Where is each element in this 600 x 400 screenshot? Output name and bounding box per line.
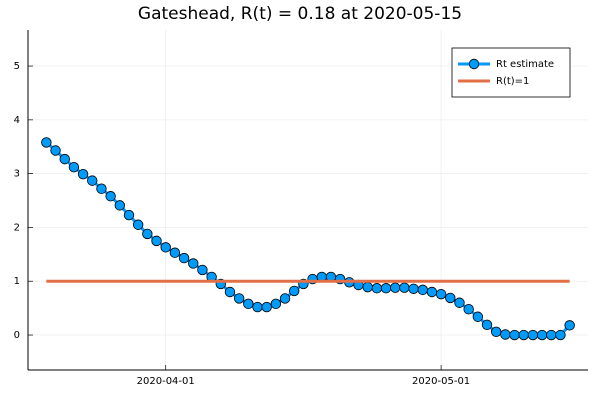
y-tick-label: 2 [14,222,20,233]
marker [252,301,263,313]
y-tick-label: 3 [14,169,20,180]
marker [160,242,171,253]
marker [178,252,190,264]
marker [564,320,575,331]
marker [151,235,162,247]
marker [50,145,61,156]
marker [142,228,153,240]
legend-box [451,47,571,98]
legend: Rt estimate R(t)=1 [451,47,571,98]
chart-title: Gateshead, R(t) = 0.18 at 2020-05-15 [138,4,462,24]
marker [518,329,529,341]
marker [399,282,410,293]
marker [445,292,456,304]
marker [270,298,282,310]
marker [261,301,272,313]
marker [123,209,135,221]
marker [555,329,566,341]
marker [426,286,438,298]
marker [188,258,199,269]
marker [114,200,126,211]
legend-label: R(t)=1 [496,76,529,87]
marker [289,285,300,297]
marker [224,286,236,298]
x-tick-label: 2020-05-01 [412,376,470,387]
marker [417,284,428,296]
marker [197,264,208,276]
series-line [45,141,571,337]
marker [380,283,392,294]
marker [132,219,144,230]
marker [463,304,474,315]
marker [435,288,447,300]
marker [472,311,484,322]
y-tick-label: 4 [14,115,20,126]
legend-marker [468,58,480,70]
marker [454,297,465,308]
marker [59,153,70,165]
legend-label: Rt estimate [496,59,554,70]
marker [481,319,493,331]
marker [490,326,502,338]
y-tick-label: 1 [14,276,20,287]
marker [105,191,116,202]
marker [233,293,245,304]
marker [546,329,557,341]
marker [390,282,401,293]
marker [536,329,548,341]
y-tick-label: 0 [14,330,20,341]
marker [96,183,107,194]
marker [243,298,254,310]
marker [87,175,98,186]
marker [527,329,539,341]
x-tick-label: 2020-04-01 [137,376,195,387]
marker [68,161,80,173]
marker [408,283,419,294]
marker [362,281,373,293]
marker [77,168,89,180]
marker [500,329,511,340]
marker [169,247,181,258]
y-tick-label: 5 [14,61,20,72]
marker [279,293,291,304]
marker [509,329,520,341]
marker [41,137,52,148]
marker [371,283,383,294]
